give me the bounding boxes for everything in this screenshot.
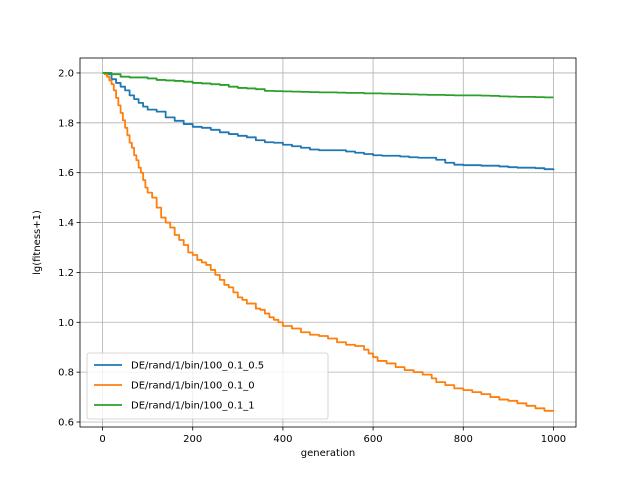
x-tick-label: 800 bbox=[454, 434, 473, 445]
y-tick-label: 1.4 bbox=[58, 218, 74, 229]
legend-box bbox=[86, 352, 329, 420]
y-tick-label: 0.6 bbox=[58, 418, 74, 429]
axis-ticks: 0 200 400 600 800 1000 0.6 0.8 1.0 1.2 1.4 1.6 1.8 2.… bbox=[58, 68, 566, 445]
series-line-2 bbox=[102, 72, 554, 99]
y-tick-label: 1.2 bbox=[58, 268, 74, 279]
series-line-0 bbox=[102, 72, 555, 171]
legend-label-0: DE/rand/1/bin/100_0.1_0.5 bbox=[131, 361, 264, 372]
y-tick-label: 1.0 bbox=[58, 318, 74, 329]
series-line-1 bbox=[102, 72, 555, 412]
legend-label-1: DE/rand/1/bin/100_0.1_0 bbox=[131, 381, 255, 392]
y-tick-label: 1.8 bbox=[58, 118, 74, 129]
x-tick-label: 200 bbox=[183, 434, 202, 445]
plot-frame bbox=[79, 57, 577, 428]
y-tick-label: 2.0 bbox=[58, 68, 74, 79]
x-tick-label: 600 bbox=[364, 434, 383, 445]
x-tick-label: 0 bbox=[99, 434, 105, 445]
y-tick-label: 1.6 bbox=[58, 168, 74, 179]
x-axis-label: generation bbox=[301, 448, 355, 459]
y-axis-label: lg(fitness+1) bbox=[32, 210, 43, 275]
series-lines bbox=[102, 72, 555, 412]
legend-label-2: DE/rand/1/bin/100_0.1_1 bbox=[131, 401, 255, 412]
x-tick-label: 1000 bbox=[541, 434, 566, 445]
y-tick-label: 0.8 bbox=[58, 368, 74, 379]
x-tick-label: 400 bbox=[273, 434, 292, 445]
legend: DE/rand/1/bin/100_0.1_0.5 DE/rand/1/bin/1… bbox=[86, 352, 329, 420]
